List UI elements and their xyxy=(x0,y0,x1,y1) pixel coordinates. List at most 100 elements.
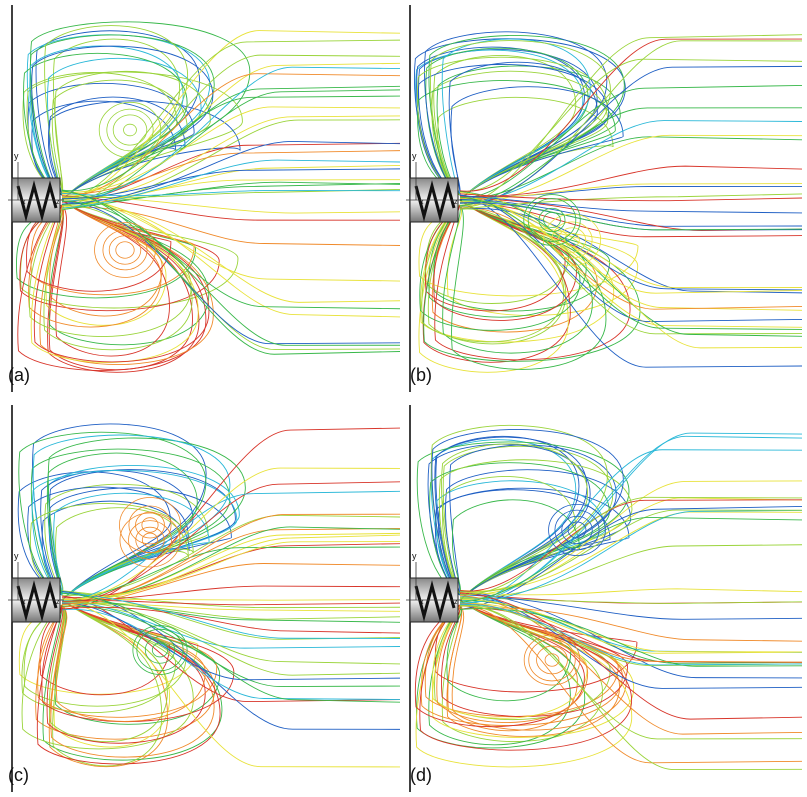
streamline-plot-b: y x z xyxy=(406,5,802,392)
streamline xyxy=(440,599,628,717)
streamline xyxy=(459,195,802,214)
streamlines-b xyxy=(414,31,802,373)
vortex-loop xyxy=(543,212,561,228)
streamline xyxy=(23,52,188,201)
streamline xyxy=(48,599,169,768)
streamline xyxy=(446,199,639,317)
streamline xyxy=(437,96,614,201)
spring-coil xyxy=(16,180,58,222)
streamline xyxy=(61,159,400,209)
vortex-loop xyxy=(98,101,162,159)
y-axis-label: y xyxy=(14,151,19,161)
panel-label: (b) xyxy=(410,365,432,385)
streamline xyxy=(441,443,589,601)
streamline xyxy=(421,199,565,343)
streamline xyxy=(61,591,400,730)
streamline xyxy=(61,89,400,200)
streamline xyxy=(32,434,231,601)
panel-b: y x z (b) xyxy=(402,0,802,396)
streamline-plot-c: y x z xyxy=(8,405,400,792)
streamline xyxy=(61,602,400,768)
streamline xyxy=(61,541,400,600)
streamline xyxy=(441,599,604,742)
streamline xyxy=(48,199,210,346)
z-axis-label: z xyxy=(454,599,458,606)
streamline xyxy=(459,602,802,654)
streamline xyxy=(423,199,641,362)
streamline xyxy=(33,199,210,363)
streamline xyxy=(425,47,589,201)
streamline xyxy=(61,513,400,605)
vortex-loop xyxy=(94,222,156,278)
x-axis-label: x xyxy=(22,599,26,606)
streamline xyxy=(459,449,802,606)
streamline xyxy=(414,599,585,728)
streamline xyxy=(61,190,400,197)
spring-coil xyxy=(414,580,456,622)
streamline xyxy=(424,199,566,312)
streamline xyxy=(21,599,194,750)
streamline xyxy=(40,470,194,601)
streamline xyxy=(459,598,802,653)
vortex-loop xyxy=(123,123,137,137)
streamline xyxy=(61,592,400,639)
streamline xyxy=(61,602,400,681)
streamline xyxy=(61,606,400,634)
vortex-loop xyxy=(554,509,600,551)
streamline xyxy=(459,207,802,310)
panel-label: (d) xyxy=(410,765,432,785)
streamline xyxy=(51,79,188,201)
streamline xyxy=(459,590,802,689)
streamline xyxy=(41,599,235,723)
streamline xyxy=(61,467,400,601)
vortex-loop xyxy=(141,532,159,548)
streamline xyxy=(61,563,400,608)
streamline xyxy=(416,46,585,201)
streamline xyxy=(31,469,238,601)
streamline xyxy=(459,608,802,667)
z-axis-label: z xyxy=(56,599,60,606)
panel-d: y x z (d) xyxy=(402,400,802,796)
streamline xyxy=(61,168,400,200)
vortex-loop xyxy=(135,526,165,554)
streamline xyxy=(459,496,802,596)
streamline xyxy=(459,208,802,335)
streamline xyxy=(61,39,400,200)
streamline xyxy=(445,469,632,601)
vortex-loop xyxy=(551,221,593,259)
y-axis-label: y xyxy=(412,551,417,561)
streamline xyxy=(44,25,189,201)
y-axis-label: y xyxy=(412,151,417,161)
streamline xyxy=(459,607,802,642)
streamline xyxy=(459,596,802,604)
streamline xyxy=(459,107,802,207)
z-axis-label: z xyxy=(56,199,60,206)
streamline xyxy=(61,196,400,318)
streamline xyxy=(61,605,400,687)
streamline xyxy=(416,441,630,601)
streamline-plot-d: y x z xyxy=(406,405,802,792)
streamline xyxy=(61,182,400,210)
streamline xyxy=(434,199,631,361)
streamline xyxy=(459,592,802,720)
streamline xyxy=(415,599,633,768)
vortex-loop xyxy=(119,512,181,568)
streamline xyxy=(459,196,802,294)
streamline xyxy=(459,191,802,288)
streamline xyxy=(459,595,802,735)
vortex-loop xyxy=(136,628,184,672)
vortex-loop xyxy=(132,625,188,675)
streamline xyxy=(61,54,400,206)
streamline xyxy=(49,199,163,317)
vortex-loop xyxy=(108,235,142,265)
x-axis-label: x xyxy=(22,199,26,206)
streamline xyxy=(39,199,214,365)
vortex-loop xyxy=(561,515,593,545)
vortex-loop xyxy=(141,517,159,533)
streamline xyxy=(418,199,639,297)
streamline xyxy=(431,429,624,601)
probe-device: y x z xyxy=(8,151,64,223)
streamline xyxy=(61,62,400,193)
streamlines-c xyxy=(17,423,400,768)
vortex-loop xyxy=(564,233,580,247)
